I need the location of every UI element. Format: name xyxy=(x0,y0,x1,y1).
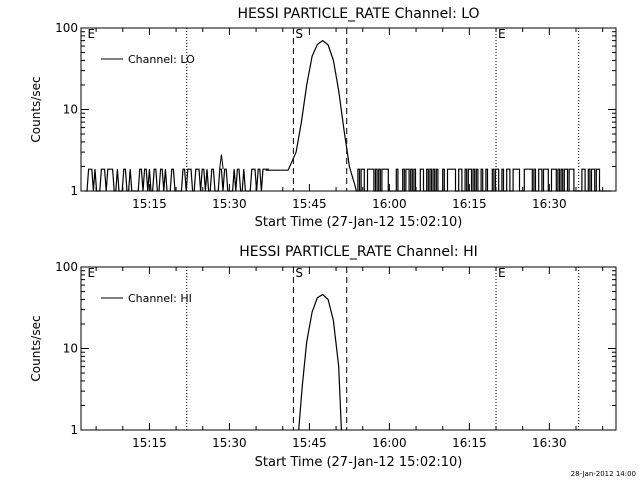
x-tick-label: 15:30 xyxy=(212,436,247,450)
chart-title: HESSI PARTICLE_RATE Channel: HI xyxy=(239,244,477,260)
x-tick-label: 15:30 xyxy=(212,197,247,211)
y-axis-label: Counts/sec xyxy=(29,76,43,142)
series-spike xyxy=(219,154,224,170)
chart-panel-2: HESSI PARTICLE_RATE Channel: HI 15:15 15:3… xyxy=(29,244,617,470)
y-tick-label: 1 xyxy=(70,184,78,198)
chart-panel-1: HESSI PARTICLE_RATE Channel: LO 15:15 15:3… xyxy=(29,6,617,230)
marker-label: E xyxy=(498,27,506,41)
footer-timestamp: 28-Jan-2012 14:00 xyxy=(570,470,636,478)
x-tick-label: 16:15 xyxy=(452,436,487,450)
x-tick-label: 16:00 xyxy=(372,436,407,450)
x-tick-label: 16:00 xyxy=(372,197,407,211)
y-axis-label: Counts/sec xyxy=(29,315,43,381)
legend-label: Channel: HI xyxy=(128,292,192,305)
x-tick-label: 15:45 xyxy=(292,436,327,450)
y-tick-label: 1 xyxy=(70,423,78,437)
marker-label: E xyxy=(87,27,95,41)
y-tick-label: 10 xyxy=(63,342,78,356)
x-tick-label: 16:30 xyxy=(532,197,567,211)
x-axis-label: Start Time (27-Jan-12 15:02:10) xyxy=(255,215,463,230)
series-line xyxy=(85,39,611,192)
y-tick-label: 100 xyxy=(55,260,78,274)
legend-label: Channel: LO xyxy=(128,53,195,66)
x-tick-label: 16:15 xyxy=(452,197,487,211)
x-axis-label: Start Time (27-Jan-12 15:02:10) xyxy=(255,455,463,470)
chart-title: HESSI PARTICLE_RATE Channel: LO xyxy=(237,6,479,22)
y-tick-label: 10 xyxy=(63,103,78,117)
marker-label: E xyxy=(498,266,506,280)
x-tick-label: 15:15 xyxy=(132,436,167,450)
marker-label: S xyxy=(295,266,303,280)
marker-label: E xyxy=(87,266,95,280)
y-tick-label: 100 xyxy=(55,21,78,35)
x-tick-label: 16:30 xyxy=(532,436,567,450)
x-tick-label: 15:45 xyxy=(292,197,327,211)
marker-label: S xyxy=(295,27,303,41)
series-line xyxy=(298,293,342,431)
x-tick-label: 15:15 xyxy=(132,197,167,211)
